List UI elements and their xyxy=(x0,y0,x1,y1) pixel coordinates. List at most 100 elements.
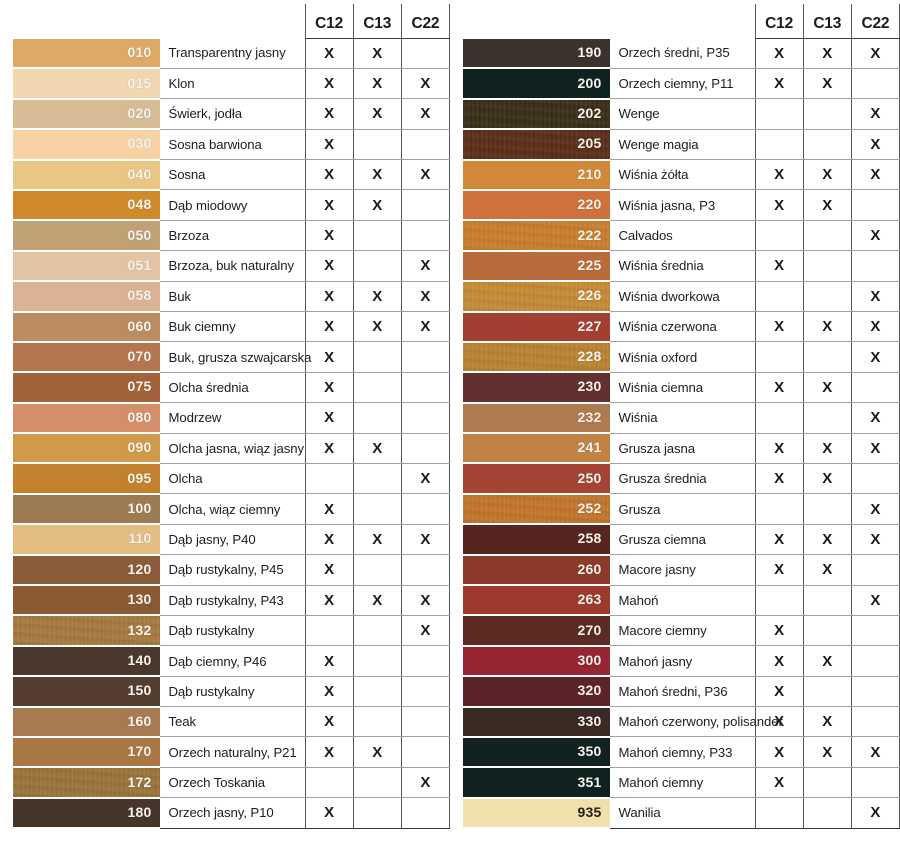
table-row[interactable]: 935 Wanilia X xyxy=(463,796,900,830)
availability-cell-c13[interactable]: X xyxy=(352,311,402,343)
availability-cell-c13[interactable] xyxy=(802,402,852,434)
table-row[interactable]: 258 Grusza ciemna X X X xyxy=(463,523,900,556)
availability-cell-c13[interactable]: X xyxy=(352,38,402,69)
availability-cell-c12[interactable] xyxy=(754,585,804,616)
table-row[interactable]: 350 Mahoń ciemny, P33 X X X xyxy=(463,735,900,769)
availability-cell-c12[interactable]: X xyxy=(754,615,804,647)
table-row[interactable]: 226 Wiśnia dworkowa X xyxy=(463,280,900,313)
table-row[interactable]: 202 Wenge X xyxy=(463,97,900,131)
availability-cell-c12[interactable]: X xyxy=(304,68,354,100)
availability-cell-c13[interactable] xyxy=(352,554,402,586)
table-row[interactable]: 051 Brzoza, buk naturalny X X xyxy=(13,249,451,283)
availability-cell-c22[interactable]: X xyxy=(850,402,900,434)
availability-cell-c12[interactable] xyxy=(754,493,804,525)
availability-cell-c12[interactable]: X xyxy=(754,38,804,69)
availability-cell-c13[interactable]: X xyxy=(352,159,402,191)
availability-cell-c22[interactable]: X xyxy=(850,341,900,373)
table-row[interactable]: 330 Mahoń czerwony, polisander X X xyxy=(463,705,900,738)
availability-cell-c12[interactable]: X xyxy=(304,129,354,161)
availability-cell-c12[interactable]: X xyxy=(304,433,354,464)
availability-cell-c12[interactable] xyxy=(754,98,804,130)
availability-cell-c22[interactable] xyxy=(400,706,451,738)
availability-cell-c13[interactable] xyxy=(352,645,402,677)
availability-cell-c22[interactable]: X xyxy=(400,250,451,282)
table-row[interactable]: 070 Buk, grusza szwajcarska X xyxy=(13,340,451,374)
availability-cell-c22[interactable]: X xyxy=(850,220,900,252)
availability-cell-c22[interactable]: X xyxy=(400,463,451,495)
availability-cell-c22[interactable] xyxy=(400,797,451,829)
availability-cell-c13[interactable]: X xyxy=(802,524,852,556)
availability-cell-c22[interactable] xyxy=(400,676,451,708)
table-row[interactable]: 260 Macore jasny X X xyxy=(463,553,900,587)
availability-cell-c13[interactable] xyxy=(352,250,402,282)
table-row[interactable]: 200 Orzech ciemny, P11 X X xyxy=(463,67,900,100)
table-row[interactable]: 263 Mahoń X xyxy=(463,584,900,617)
availability-cell-c13[interactable] xyxy=(802,98,852,130)
availability-cell-c12[interactable]: X xyxy=(304,189,354,221)
availability-cell-c13[interactable]: X xyxy=(352,433,402,464)
availability-cell-c22[interactable]: X xyxy=(850,129,900,161)
availability-cell-c13[interactable] xyxy=(802,250,852,282)
availability-cell-c12[interactable] xyxy=(304,767,354,799)
availability-cell-c13[interactable]: X xyxy=(352,736,402,768)
availability-cell-c22[interactable]: X xyxy=(850,585,900,616)
table-row[interactable]: 020 Świerk, jodła X X X xyxy=(13,97,451,131)
table-row[interactable]: 205 Wenge magia X xyxy=(463,128,900,161)
availability-cell-c13[interactable] xyxy=(352,463,402,495)
table-row[interactable]: 140 Dąb ciemny, P46 X xyxy=(13,644,451,678)
availability-cell-c12[interactable]: X xyxy=(304,98,354,130)
availability-cell-c12[interactable]: X xyxy=(754,645,804,677)
table-row[interactable]: 120 Dąb rustykalny, P45 X xyxy=(13,553,451,587)
table-row[interactable]: 015 Klon X X X xyxy=(13,67,451,100)
availability-cell-c22[interactable] xyxy=(850,706,900,738)
availability-cell-c12[interactable]: X xyxy=(304,250,354,282)
availability-cell-c12[interactable]: X xyxy=(754,736,804,768)
availability-cell-c12[interactable] xyxy=(304,615,354,647)
table-row[interactable]: 058 Buk X X X xyxy=(13,280,451,313)
availability-cell-c22[interactable] xyxy=(850,68,900,100)
availability-cell-c22[interactable] xyxy=(850,645,900,677)
availability-cell-c12[interactable]: X xyxy=(754,463,804,495)
availability-cell-c13[interactable]: X xyxy=(802,38,852,69)
availability-cell-c22[interactable]: X xyxy=(400,159,451,191)
availability-cell-c22[interactable] xyxy=(400,189,451,221)
availability-cell-c12[interactable]: X xyxy=(754,159,804,191)
availability-cell-c12[interactable] xyxy=(754,281,804,313)
table-row[interactable]: 050 Brzoza X xyxy=(13,219,451,252)
availability-cell-c12[interactable]: X xyxy=(304,554,354,586)
availability-cell-c13[interactable]: X xyxy=(352,281,402,313)
availability-cell-c22[interactable] xyxy=(850,463,900,495)
availability-cell-c22[interactable]: X xyxy=(850,433,900,464)
table-row[interactable]: 080 Modrzew X xyxy=(13,401,451,435)
availability-cell-c12[interactable]: X xyxy=(304,159,354,191)
table-row[interactable]: 270 Macore ciemny X xyxy=(463,614,900,647)
availability-cell-c22[interactable]: X xyxy=(850,524,900,556)
availability-cell-c13[interactable] xyxy=(352,493,402,525)
availability-cell-c22[interactable] xyxy=(400,372,451,404)
table-row[interactable]: 300 Mahoń jasny X X xyxy=(463,644,900,678)
availability-cell-c12[interactable]: X xyxy=(754,433,804,464)
availability-cell-c12[interactable] xyxy=(304,463,354,495)
availability-cell-c12[interactable] xyxy=(754,129,804,161)
table-row[interactable]: 170 Orzech naturalny, P21 X X xyxy=(13,735,451,769)
table-row[interactable]: 320 Mahoń średni, P36 X xyxy=(463,675,900,708)
availability-cell-c12[interactable]: X xyxy=(304,706,354,738)
availability-cell-c13[interactable] xyxy=(802,615,852,647)
availability-cell-c22[interactable] xyxy=(850,250,900,282)
availability-cell-c13[interactable] xyxy=(802,797,852,829)
availability-cell-c22[interactable]: X xyxy=(400,615,451,647)
availability-cell-c22[interactable]: X xyxy=(850,38,900,69)
availability-cell-c13[interactable]: X xyxy=(802,311,852,343)
availability-cell-c13[interactable]: X xyxy=(802,463,852,495)
availability-cell-c13[interactable] xyxy=(802,767,852,799)
availability-cell-c12[interactable]: X xyxy=(304,585,354,616)
availability-cell-c12[interactable]: X xyxy=(304,311,354,343)
availability-cell-c13[interactable] xyxy=(352,129,402,161)
availability-cell-c22[interactable] xyxy=(400,402,451,434)
table-row[interactable]: 030 Sosna barwiona X xyxy=(13,128,451,161)
availability-cell-c13[interactable] xyxy=(352,797,402,829)
availability-cell-c13[interactable] xyxy=(352,341,402,373)
table-row[interactable]: 150 Dąb rustykalny X xyxy=(13,675,451,708)
table-row[interactable]: 220 Wiśnia jasna, P3 X X xyxy=(463,188,900,222)
availability-cell-c12[interactable]: X xyxy=(304,493,354,525)
